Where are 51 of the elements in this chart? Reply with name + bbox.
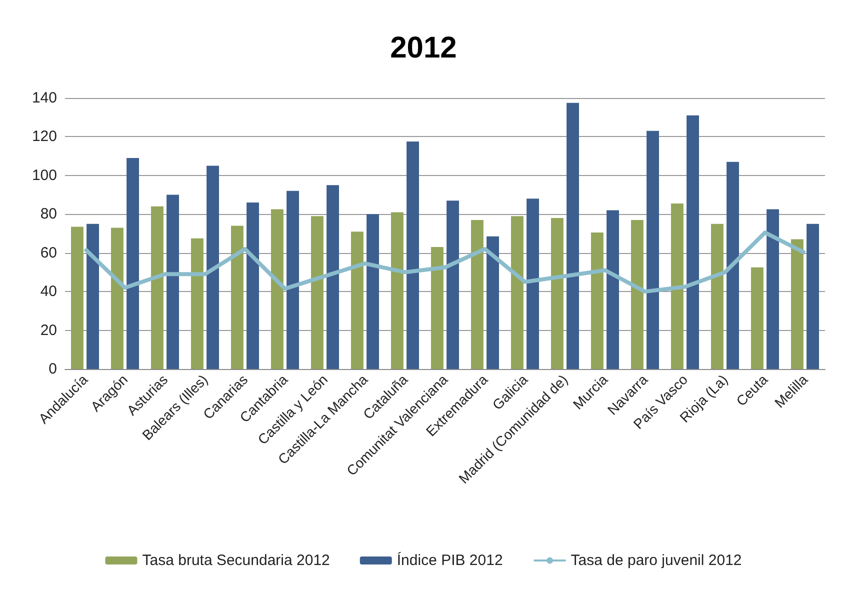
bar: [111, 228, 124, 369]
bar: [686, 115, 699, 369]
y-tick-label: 60: [40, 244, 57, 262]
bar: [726, 162, 739, 369]
bar: [791, 239, 804, 369]
bar: [391, 212, 404, 369]
bar: [526, 198, 539, 369]
bar: [631, 220, 644, 369]
bar: [766, 209, 779, 369]
bar: [311, 216, 324, 369]
bar: [271, 209, 284, 369]
bar: [166, 194, 179, 369]
bar: [671, 203, 684, 369]
bar: [431, 247, 444, 369]
y-tick-label: 120: [32, 128, 57, 146]
legend-label: Índice PIB 2012: [396, 551, 503, 569]
legend-label: Tasa de paro juvenil 2012: [570, 552, 742, 569]
y-tick-label: 140: [32, 90, 57, 106]
bar: [366, 214, 379, 369]
line-series: [83, 230, 807, 294]
bar: [231, 226, 244, 369]
y-tick-label: 100: [32, 166, 57, 184]
bar: [646, 130, 659, 369]
bar: [71, 226, 84, 369]
bar: [551, 218, 564, 369]
bar: [351, 232, 364, 369]
chart-title: 2012: [390, 32, 457, 64]
y-tick-label: 20: [40, 322, 57, 339]
bar: [406, 142, 419, 369]
bar: [126, 158, 139, 369]
y-tick-label: 0: [48, 360, 57, 378]
y-tick-label: 40: [40, 283, 57, 300]
bar: [286, 190, 299, 369]
bar: [326, 185, 339, 369]
y-tick-label: 80: [40, 206, 57, 223]
bar: [191, 238, 204, 369]
bar: [751, 267, 764, 369]
bar: [606, 210, 619, 369]
bar: [446, 200, 459, 369]
bar: [206, 166, 219, 369]
bar: [471, 220, 484, 369]
legend-label: Tasa bruta Secundaria 2012: [142, 552, 330, 569]
bar: [566, 102, 579, 369]
bar: [711, 224, 724, 369]
bar: [486, 236, 499, 369]
bar: [511, 216, 524, 369]
bar: [591, 232, 604, 369]
bar: [806, 224, 819, 369]
bar: [151, 206, 164, 369]
bar: [246, 202, 259, 369]
bar: [86, 224, 99, 369]
